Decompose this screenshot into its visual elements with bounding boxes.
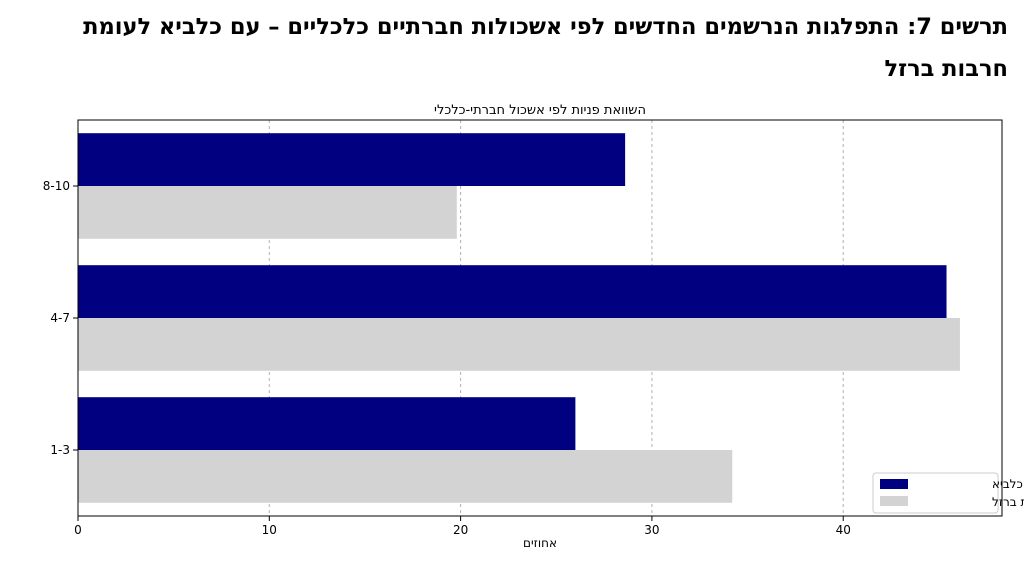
bar-4-7-series-1	[78, 265, 947, 318]
y-tick-label: 1-3	[50, 443, 70, 457]
x-tick-label: 40	[836, 523, 851, 537]
y-tick-label: 8-10	[43, 179, 70, 193]
x-tick-label: 30	[644, 523, 659, 537]
legend-label-iron-swords: חרבות ברזל	[992, 495, 1024, 509]
x-tick-label: 0	[74, 523, 82, 537]
bar-1-3-series-1	[78, 397, 576, 450]
legend-swatch-iron-swords	[880, 496, 908, 506]
chart-container: השוואת פניות לפי אשכול חברתי-כלכלי 0 10 20…	[0, 92, 1024, 572]
document-heading: תרשים 7: התפלגות הנרשמים החדשים לפי אשכו…	[83, 14, 1008, 82]
y-tick-label: 4-7	[50, 311, 70, 325]
chart-title: השוואת פניות לפי אשכול חברתי-כלכלי	[434, 103, 646, 118]
bar-8-10-series-1	[78, 133, 626, 186]
legend-swatch-with-lavi	[880, 479, 908, 489]
axes: 0 10 20 30 40 1-3 4-7 8-10	[43, 179, 851, 537]
legend: עם כלביא חרבות ברזל	[872, 472, 1024, 514]
bar-chart: השוואת פניות לפי אשכול חברתי-כלכלי 0 10 20…	[43, 103, 1024, 550]
bar-8-10-series-2	[78, 186, 457, 239]
bars	[78, 133, 960, 503]
x-tick-label: 10	[262, 523, 277, 537]
bar-1-3-series-2	[78, 450, 733, 503]
x-tick-label: 20	[453, 523, 468, 537]
bar-4-7-series-2	[78, 318, 960, 371]
x-axis-label: אחוזים	[523, 536, 557, 550]
legend-label-with-lavi: עם כלביא	[992, 477, 1024, 491]
